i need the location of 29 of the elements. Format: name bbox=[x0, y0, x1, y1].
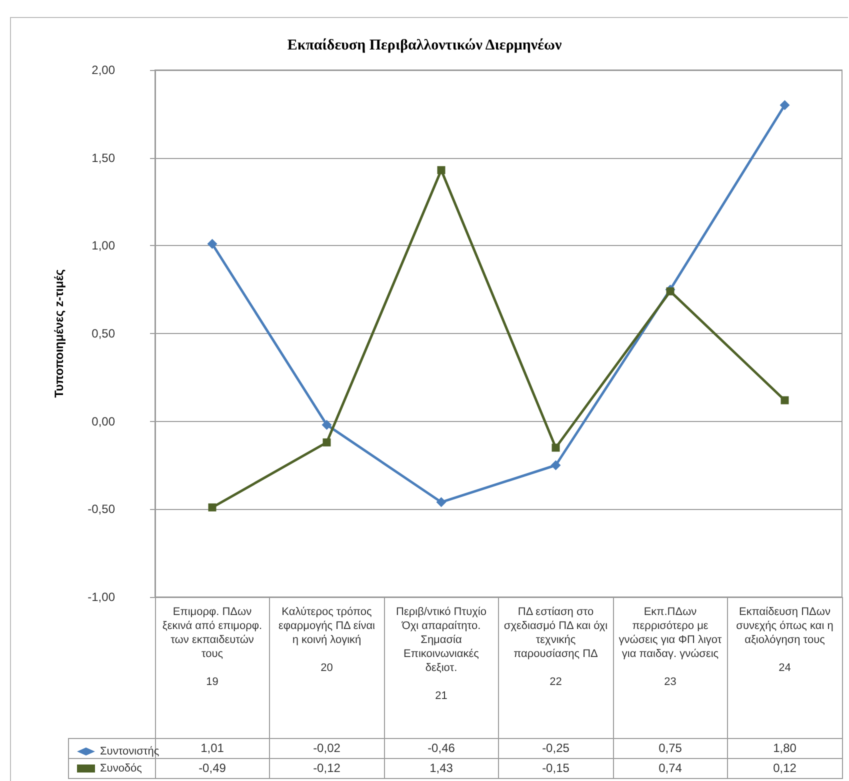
y-tick-label: 0,50 bbox=[92, 326, 116, 340]
chart-title: Εκπαίδευση Περιβαλλοντικών Διερμηνέων bbox=[287, 38, 562, 54]
data-label: 0,74 bbox=[613, 758, 728, 778]
y-axis-title: Τυποποιημένες z-τιμές bbox=[52, 269, 66, 398]
data-label: -0,46 bbox=[384, 738, 498, 758]
category-label: Επιμορφ. ΠΔων ξεκινά από επιμορφ. των εκπαιδευτών τους 19 bbox=[162, 606, 262, 688]
data-label: -0,02 bbox=[270, 738, 384, 758]
data-label: 0,12 bbox=[728, 758, 842, 778]
category-label: Εκπ.ΠΔων περρισότερο με γνώσεις για ΦΠ λιγοτ για παιδαγ. γνώσεις 23 bbox=[618, 606, 722, 688]
data-label: -0,25 bbox=[498, 738, 613, 758]
y-tick-label: 0,00 bbox=[92, 414, 116, 428]
category-label: Περιβ/ντικό Πτυχίο Όχι απαραίτητο. Σημασία Επικοινωνιακές δεξιοτ. 21 bbox=[396, 606, 486, 702]
data-label: 1,80 bbox=[728, 738, 842, 758]
y-tick-label: 1,00 bbox=[92, 238, 116, 253]
category-label: Εκπαίδευση ΠΔων συνεχής όπως και η αξιολόγηση τους 24 bbox=[736, 606, 834, 674]
category-label: ΠΔ εστίαση στο σχεδιασμό ΠΔ και όχι τεχνικής παρουσίασης ΠΔ 22 bbox=[504, 606, 608, 688]
data-label: 0,75 bbox=[613, 738, 728, 758]
data-label: -0,12 bbox=[270, 758, 384, 778]
data-label: 1,43 bbox=[384, 758, 498, 778]
y-tick-label: 2,00 bbox=[92, 63, 116, 77]
legend-label: Συνοδός bbox=[100, 762, 142, 774]
data-label: -0,49 bbox=[155, 758, 270, 778]
data-label: -0,15 bbox=[498, 758, 613, 778]
category-label: Καλύτερος τρόπος εφαρμογής ΠΔ είναι η κοινή λογική 20 bbox=[278, 606, 375, 674]
data-label: 1,01 bbox=[200, 741, 224, 755]
y-tick-label: -0,50 bbox=[88, 502, 116, 516]
y-tick-label: -1,00 bbox=[88, 590, 116, 604]
y-tick-label: 1,50 bbox=[92, 150, 116, 165]
legend-label: Συντονιστής bbox=[100, 746, 160, 758]
